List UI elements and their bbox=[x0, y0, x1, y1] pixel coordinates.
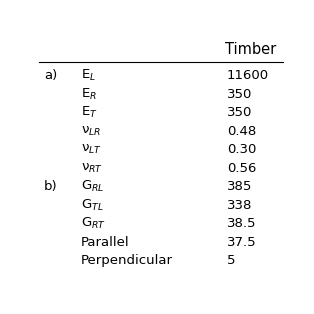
Text: 350: 350 bbox=[227, 106, 252, 119]
Text: 0.56: 0.56 bbox=[227, 162, 256, 175]
Text: 350: 350 bbox=[227, 88, 252, 101]
Text: Perpendicular: Perpendicular bbox=[81, 254, 173, 267]
Text: G$_{RT}$: G$_{RT}$ bbox=[81, 216, 106, 231]
Text: a): a) bbox=[44, 69, 57, 82]
Text: G$_{TL}$: G$_{TL}$ bbox=[81, 198, 103, 213]
Text: 37.5: 37.5 bbox=[227, 236, 256, 249]
Text: ν$_{LT}$: ν$_{LT}$ bbox=[81, 143, 101, 156]
Text: b): b) bbox=[44, 180, 58, 193]
Text: 0.30: 0.30 bbox=[227, 143, 256, 156]
Text: 0.48: 0.48 bbox=[227, 125, 256, 138]
Text: G$_{RL}$: G$_{RL}$ bbox=[81, 179, 104, 194]
Text: ν$_{LR}$: ν$_{LR}$ bbox=[81, 125, 101, 138]
Text: E$_{L}$: E$_{L}$ bbox=[81, 68, 96, 83]
Text: ν$_{RT}$: ν$_{RT}$ bbox=[81, 162, 103, 175]
Text: Timber: Timber bbox=[225, 42, 277, 57]
Text: Parallel: Parallel bbox=[81, 236, 129, 249]
Text: 338: 338 bbox=[227, 199, 252, 212]
Text: E$_{R}$: E$_{R}$ bbox=[81, 87, 97, 102]
Text: 385: 385 bbox=[227, 180, 252, 193]
Text: 11600: 11600 bbox=[227, 69, 269, 82]
Text: 38.5: 38.5 bbox=[227, 217, 256, 230]
Text: E$_{T}$: E$_{T}$ bbox=[81, 105, 97, 120]
Text: 5: 5 bbox=[227, 254, 235, 267]
